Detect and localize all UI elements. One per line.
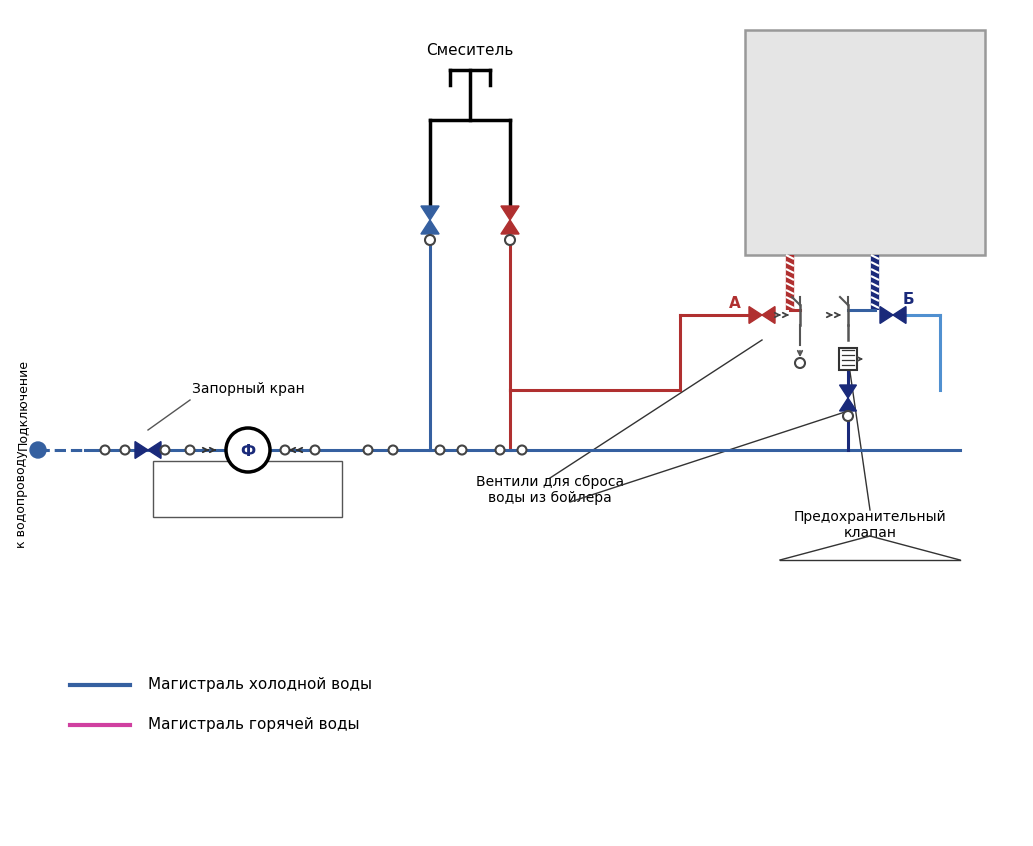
Circle shape bbox=[795, 358, 805, 368]
Polygon shape bbox=[420, 206, 439, 220]
Polygon shape bbox=[840, 398, 856, 411]
Circle shape bbox=[160, 446, 169, 454]
Polygon shape bbox=[880, 306, 893, 323]
Text: Запорный кран: Запорный кран bbox=[192, 382, 305, 396]
Circle shape bbox=[496, 446, 504, 454]
Circle shape bbox=[281, 446, 289, 454]
Polygon shape bbox=[148, 442, 161, 459]
Text: Смеситель: Смеситель bbox=[427, 43, 513, 58]
Polygon shape bbox=[501, 206, 520, 220]
Circle shape bbox=[458, 446, 467, 454]
Polygon shape bbox=[762, 306, 775, 323]
Text: к водопроводу: к водопроводу bbox=[15, 450, 29, 547]
Circle shape bbox=[311, 446, 319, 454]
Circle shape bbox=[505, 235, 515, 245]
Circle shape bbox=[518, 446, 527, 454]
Circle shape bbox=[436, 446, 444, 454]
Text: Б: Б bbox=[902, 293, 914, 307]
Circle shape bbox=[121, 446, 129, 454]
Text: Магистраль горячей воды: Магистраль горячей воды bbox=[148, 717, 359, 733]
Text: Ф: Ф bbox=[241, 443, 255, 459]
Circle shape bbox=[186, 446, 194, 454]
Circle shape bbox=[843, 411, 853, 421]
Text: Предохранительный
клапан: Предохранительный клапан bbox=[793, 510, 946, 541]
Polygon shape bbox=[840, 385, 856, 398]
Bar bbox=[839, 348, 857, 370]
Polygon shape bbox=[749, 306, 762, 323]
FancyBboxPatch shape bbox=[153, 461, 342, 517]
Bar bbox=[745, 30, 985, 255]
Text: Магистраль холодной воды: Магистраль холодной воды bbox=[148, 678, 372, 693]
Polygon shape bbox=[420, 220, 439, 234]
Circle shape bbox=[100, 446, 109, 454]
Polygon shape bbox=[135, 442, 148, 459]
Circle shape bbox=[425, 235, 435, 245]
Text: Фильтр тонкой
механической очистки: Фильтр тонкой механической очистки bbox=[164, 474, 332, 504]
Circle shape bbox=[30, 442, 46, 458]
Circle shape bbox=[388, 446, 398, 454]
Text: А: А bbox=[729, 295, 741, 310]
Circle shape bbox=[364, 446, 373, 454]
Text: Вентили для сброса
воды из бойлера: Вентили для сброса воды из бойлера bbox=[476, 475, 624, 505]
Polygon shape bbox=[501, 220, 520, 234]
Text: Подключение: Подключение bbox=[15, 359, 29, 450]
Polygon shape bbox=[893, 306, 906, 323]
Circle shape bbox=[226, 428, 270, 472]
